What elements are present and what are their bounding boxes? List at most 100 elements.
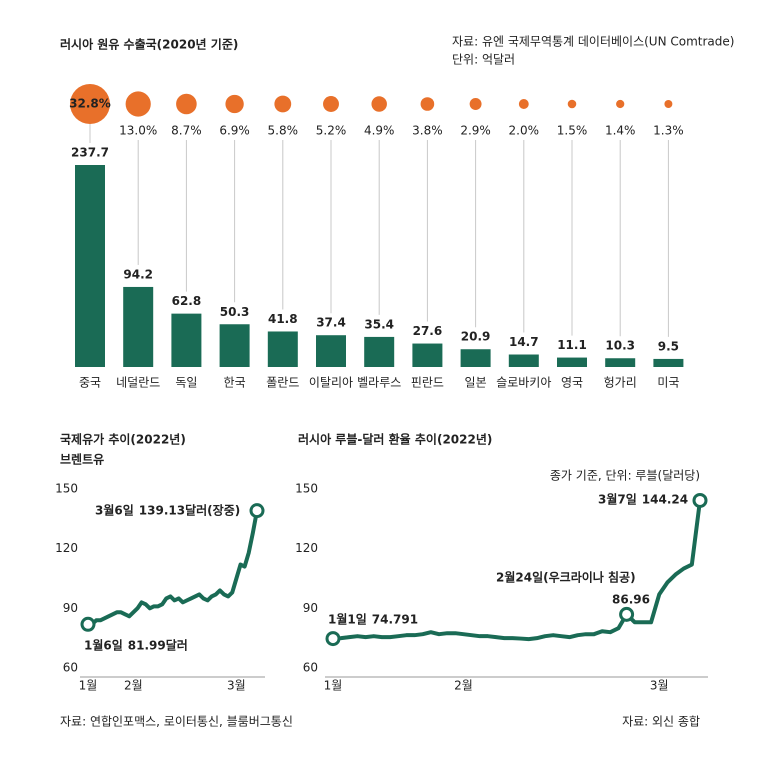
source: 자료: 외신 종합	[622, 715, 700, 729]
category-label: 벨라루스	[357, 376, 401, 390]
share-label: 5.2%	[316, 124, 347, 138]
line	[332, 500, 702, 642]
bar	[219, 324, 250, 367]
share-dot	[176, 93, 197, 115]
category-label: 영국	[561, 376, 583, 390]
x-tick-label: 1월	[79, 679, 98, 693]
value-label: 50.3	[220, 305, 250, 319]
bar	[605, 358, 636, 367]
share-label: 5.8%	[268, 124, 299, 138]
annotation-value: 144.24	[642, 493, 688, 507]
share-label: 2.0%	[509, 124, 540, 138]
value-label: 20.9	[461, 330, 491, 344]
marker	[619, 606, 635, 622]
source: 자료: 유엔 국제무역통계 데이터베이스(UN Comtrade)	[452, 35, 734, 49]
category-label: 한국	[224, 376, 246, 390]
category-label: 중국	[79, 376, 101, 390]
value-label: 35.4	[364, 317, 394, 331]
bar	[267, 331, 298, 367]
annotation-date: 2월24일(우크라이나 침공)	[496, 570, 636, 585]
annotation-value: 81.99달러	[128, 638, 188, 653]
marker	[249, 503, 265, 519]
bar	[123, 286, 154, 367]
value-label: 11.1	[557, 338, 587, 352]
annotation-date: 3월6일	[95, 503, 134, 518]
bar	[508, 354, 539, 367]
share-label: 1.4%	[605, 124, 636, 138]
share-label: 6.9%	[219, 124, 250, 138]
share-label: 1.3%	[653, 124, 684, 138]
value-label: 94.2	[123, 267, 153, 281]
x-tick-label: 3월	[227, 679, 246, 693]
marker	[692, 492, 708, 508]
line	[87, 510, 259, 627]
share-label: 2.9%	[460, 124, 491, 138]
marker	[80, 616, 96, 632]
category-label: 네덜란드	[116, 376, 160, 390]
x-tick-label: 2월	[124, 679, 143, 693]
category-label: 슬로바키아	[496, 376, 551, 390]
value-label: 41.8	[268, 312, 298, 326]
y-tick-label: 150	[55, 482, 78, 496]
category-label: 헝가리	[604, 376, 637, 390]
category-label: 이탈리아	[309, 376, 353, 390]
value-label: 237.7	[71, 146, 109, 160]
value-label: 62.8	[172, 294, 202, 308]
y-tick-label: 90	[63, 601, 78, 615]
bar	[316, 335, 346, 367]
y-tick-label: 90	[303, 601, 318, 615]
y-tick-label: 60	[63, 661, 78, 675]
share-dot	[70, 84, 110, 124]
value-label: 27.6	[413, 324, 443, 338]
chart-subtitle: 브렌트유	[60, 452, 104, 467]
annotation-date: 1월1일	[328, 612, 367, 627]
annotation-value: 86.96	[612, 593, 650, 607]
value-label: 9.5	[658, 339, 679, 353]
source: 자료: 연합인포맥스, 로이터통신, 블룸버그통신	[60, 715, 293, 729]
bar	[75, 165, 105, 367]
bar	[171, 313, 202, 367]
chart-title: 러시아 원유 수출국(2020년 기준)	[60, 37, 238, 52]
annotation-value: 139.13달러(장중)	[139, 503, 240, 518]
marker	[325, 631, 341, 647]
category-label: 폴란드	[266, 376, 299, 390]
unit: 단위: 억달러	[452, 53, 515, 67]
annotation-value: 74.791	[372, 613, 418, 627]
x-tick-label: 2월	[454, 679, 473, 693]
value-label: 37.4	[316, 316, 346, 330]
annotation-date: 1월6일	[84, 638, 123, 653]
y-tick-label: 60	[303, 661, 318, 675]
x-tick-label: 1월	[324, 679, 343, 693]
share-label: 1.5%	[557, 124, 588, 138]
share-dot	[616, 99, 625, 109]
chart-note: 종가 기준, 단위: 루블(달러당)	[550, 469, 700, 483]
share-label: 4.9%	[364, 124, 395, 138]
share-dot	[567, 99, 577, 109]
share-dot	[225, 94, 244, 114]
share-dot	[469, 98, 482, 110]
y-tick-label: 120	[55, 541, 78, 555]
bar	[412, 343, 443, 367]
share-label: 32.8%	[69, 97, 111, 111]
bar	[460, 349, 491, 367]
category-label: 핀란드	[411, 376, 444, 390]
value-label: 14.7	[509, 335, 539, 349]
annotation-date: 3월7일	[598, 492, 637, 507]
category-label: 일본	[465, 376, 487, 390]
x-tick-label: 3월	[650, 679, 669, 693]
share-dot	[664, 100, 673, 108]
share-label: 3.8%	[412, 124, 443, 138]
chart-title: 러시아 루블-달러 환율 추이(2022년)	[298, 432, 492, 447]
share-dot	[125, 91, 151, 117]
chart-title: 국제유가 추이(2022년)	[60, 432, 186, 447]
y-tick-label: 120	[295, 541, 318, 555]
bar	[557, 357, 587, 367]
value-label: 10.3	[605, 339, 635, 353]
share-dot	[323, 96, 339, 112]
y-tick-label: 150	[295, 482, 318, 496]
share-label: 8.7%	[171, 124, 202, 138]
share-dot	[371, 96, 387, 112]
bar	[364, 336, 395, 367]
category-label: 미국	[657, 376, 679, 390]
